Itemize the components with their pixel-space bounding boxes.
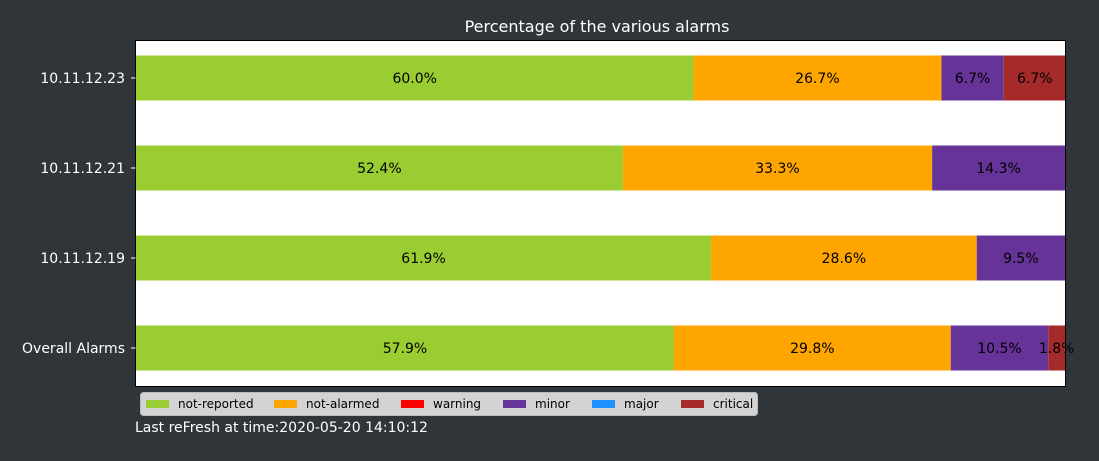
legend-background — [140, 392, 758, 416]
bars-group: 57.9% 29.8% 10.5% 1.8% 61.9% 28.6% 9.5% 52.4% 33… — [136, 55, 1075, 371]
y-tick-label: 10.11.12.21 — [40, 161, 125, 177]
bar-segment-not-alarmed-3 — [693, 55, 942, 101]
bar-label-critical-3: 6.7% — [1017, 71, 1053, 87]
legend-label-critical: critical — [713, 397, 753, 411]
legend-swatch-major — [592, 400, 615, 408]
bar-segment-minor-2 — [932, 145, 1065, 191]
bar-label-not-reported-1: 61.9% — [401, 251, 445, 267]
bar-label-not-reported-3: 60.0% — [392, 71, 436, 87]
bar-segment-not-alarmed-2 — [622, 145, 933, 191]
bar-label-not-alarmed-3: 26.7% — [795, 71, 839, 87]
bar-segment-minor-0 — [950, 325, 1049, 371]
y-tick-label: 10.11.12.23 — [40, 71, 125, 87]
bar-label-minor-3: 6.7% — [955, 71, 991, 87]
y-tick-label: 10.11.12.19 — [40, 251, 125, 267]
bar-segment-critical-0 — [1048, 325, 1065, 371]
bar-segment-not-reported-2 — [136, 145, 623, 191]
bar-label-not-reported-2: 52.4% — [357, 161, 401, 177]
bar-segment-not-reported-1 — [136, 235, 712, 281]
bar-label-minor-0: 10.5% — [977, 341, 1021, 357]
bar-label-not-reported-0: 57.9% — [383, 341, 427, 357]
legend-swatch-minor — [503, 400, 526, 408]
bar-label-minor-2: 14.3% — [976, 161, 1020, 177]
bar-label-not-alarmed-0: 29.8% — [790, 341, 834, 357]
bar-label-not-alarmed-2: 33.3% — [755, 161, 799, 177]
y-tick-labels: Overall Alarms 10.11.12.19 10.11.12.21 10.1… — [22, 71, 136, 357]
legend-label-minor: minor — [535, 397, 570, 411]
legend-swatch-not-reported — [146, 400, 169, 408]
bar-segment-not-reported-3 — [136, 55, 694, 101]
bar-segment-minor-3 — [941, 55, 1004, 101]
bar-label-critical-0: 1.8% — [1039, 341, 1075, 357]
legend-swatch-not-alarmed — [274, 400, 297, 408]
bar-segment-not-alarmed-1 — [711, 235, 977, 281]
legend-label-not-alarmed: not-alarmed — [306, 397, 379, 411]
bar-label-minor-1: 9.5% — [1003, 251, 1039, 267]
legend-swatch-warning — [401, 400, 424, 408]
legend-label-major: major — [624, 397, 659, 411]
bar-label-not-alarmed-1: 28.6% — [822, 251, 866, 267]
legend-label-warning: warning — [433, 397, 481, 411]
legend-label-not-reported: not-reported — [178, 397, 254, 411]
chart-title: Percentage of the various alarms — [465, 17, 730, 36]
legend[interactable]: not-reported not-alarmed warning minor major… — [140, 392, 758, 416]
bar-segment-not-reported-0 — [136, 325, 674, 371]
y-tick-label: Overall Alarms — [22, 341, 125, 357]
bar-segment-not-alarmed-0 — [673, 325, 951, 371]
last-refresh-text: Last reFresh at time:2020-05-20 14:10:12 — [135, 420, 428, 436]
legend-swatch-critical — [681, 400, 704, 408]
bar-segment-critical-3 — [1003, 55, 1065, 101]
bar-segment-minor-1 — [976, 235, 1065, 281]
